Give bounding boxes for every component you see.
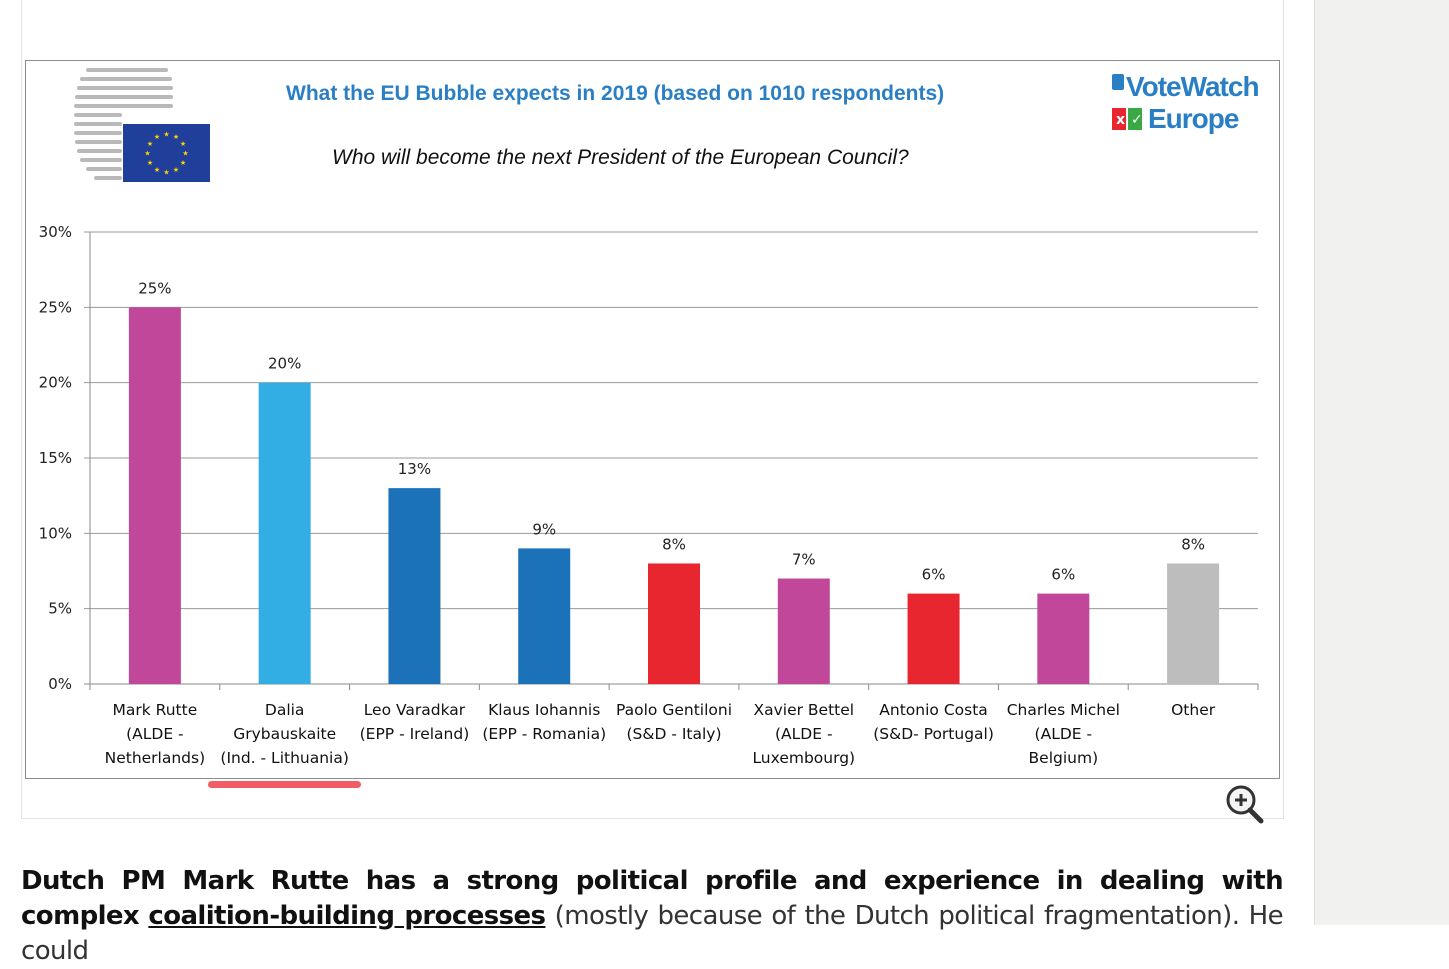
svg-text:★: ★: [182, 150, 188, 158]
article-bold-underlined-text: coalition-building processes: [148, 901, 546, 931]
svg-text:★: ★: [163, 131, 169, 139]
votewatch-logo-line2: Europe: [1148, 103, 1239, 134]
svg-text:x: x: [1116, 112, 1125, 128]
svg-text:★: ★: [180, 159, 186, 167]
svg-text:★: ★: [147, 159, 153, 167]
svg-text:✓: ✓: [1131, 112, 1143, 128]
svg-text:★: ★: [163, 169, 169, 177]
votewatch-europe-logo: x ✓ VoteWatch Europe: [1108, 68, 1278, 145]
svg-text:★: ★: [154, 166, 160, 174]
svg-text:★: ★: [173, 166, 179, 174]
svg-text:★: ★: [144, 150, 150, 158]
article-bold-text: Dutch PM Mark Rutte has a strong politic…: [21, 866, 1284, 931]
svg-text:★: ★: [154, 133, 160, 141]
article-paragraph: Dutch PM Mark Rutte has a strong politic…: [21, 864, 1284, 969]
svg-text:★: ★: [180, 140, 186, 148]
red-highlight-underline: [208, 781, 361, 788]
right-sidebar: [1314, 0, 1449, 925]
svg-text:★: ★: [173, 133, 179, 141]
zoom-in-icon[interactable]: [1224, 782, 1268, 831]
votewatch-logo-line1: VoteWatch: [1126, 71, 1259, 102]
svg-text:★: ★: [147, 140, 153, 148]
chart-subtitle: Who will become the next President of th…: [332, 146, 909, 169]
chart-title: What the EU Bubble expects in 2019 (base…: [286, 82, 945, 105]
european-council-logo: ★ ★ ★ ★ ★ ★ ★ ★ ★ ★ ★ ★: [72, 66, 212, 191]
